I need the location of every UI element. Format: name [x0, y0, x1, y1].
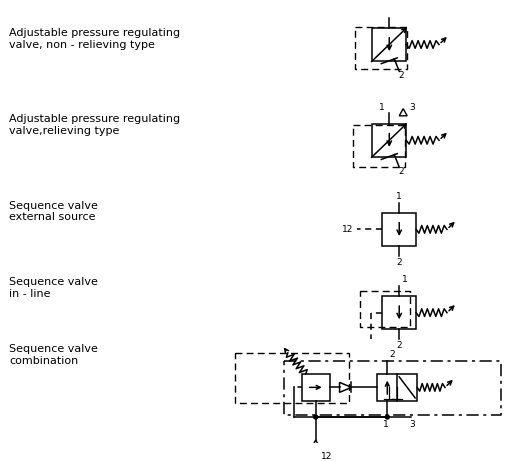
- Bar: [377, 374, 417, 401]
- Text: 2: 2: [398, 71, 404, 80]
- Bar: [302, 374, 329, 401]
- Text: 1: 1: [379, 103, 385, 112]
- Bar: [382, 296, 416, 329]
- Circle shape: [314, 415, 318, 419]
- Circle shape: [386, 415, 389, 419]
- Text: 1: 1: [396, 192, 402, 201]
- Text: Sequence valve
external source: Sequence valve external source: [9, 201, 98, 222]
- Text: 3: 3: [409, 102, 415, 112]
- Text: 12: 12: [321, 453, 332, 461]
- Text: 3: 3: [409, 420, 415, 429]
- Text: 2: 2: [396, 258, 402, 267]
- Text: 1: 1: [383, 420, 389, 429]
- Text: 1: 1: [402, 275, 408, 284]
- Bar: [382, 213, 416, 246]
- Text: 2: 2: [398, 167, 404, 176]
- Text: Sequence valve
in - line: Sequence valve in - line: [9, 277, 98, 299]
- Text: 12: 12: [341, 225, 353, 234]
- Bar: [372, 28, 406, 61]
- Bar: [372, 124, 406, 157]
- Text: Adjustable pressure regulating
valve,relieving type: Adjustable pressure regulating valve,rel…: [9, 114, 180, 136]
- Text: Adjustable pressure regulating
valve, non - relieving type: Adjustable pressure regulating valve, no…: [9, 28, 180, 50]
- Text: 2: 2: [389, 349, 395, 359]
- Text: 2: 2: [396, 342, 402, 350]
- Text: Sequence valve
combination: Sequence valve combination: [9, 344, 98, 366]
